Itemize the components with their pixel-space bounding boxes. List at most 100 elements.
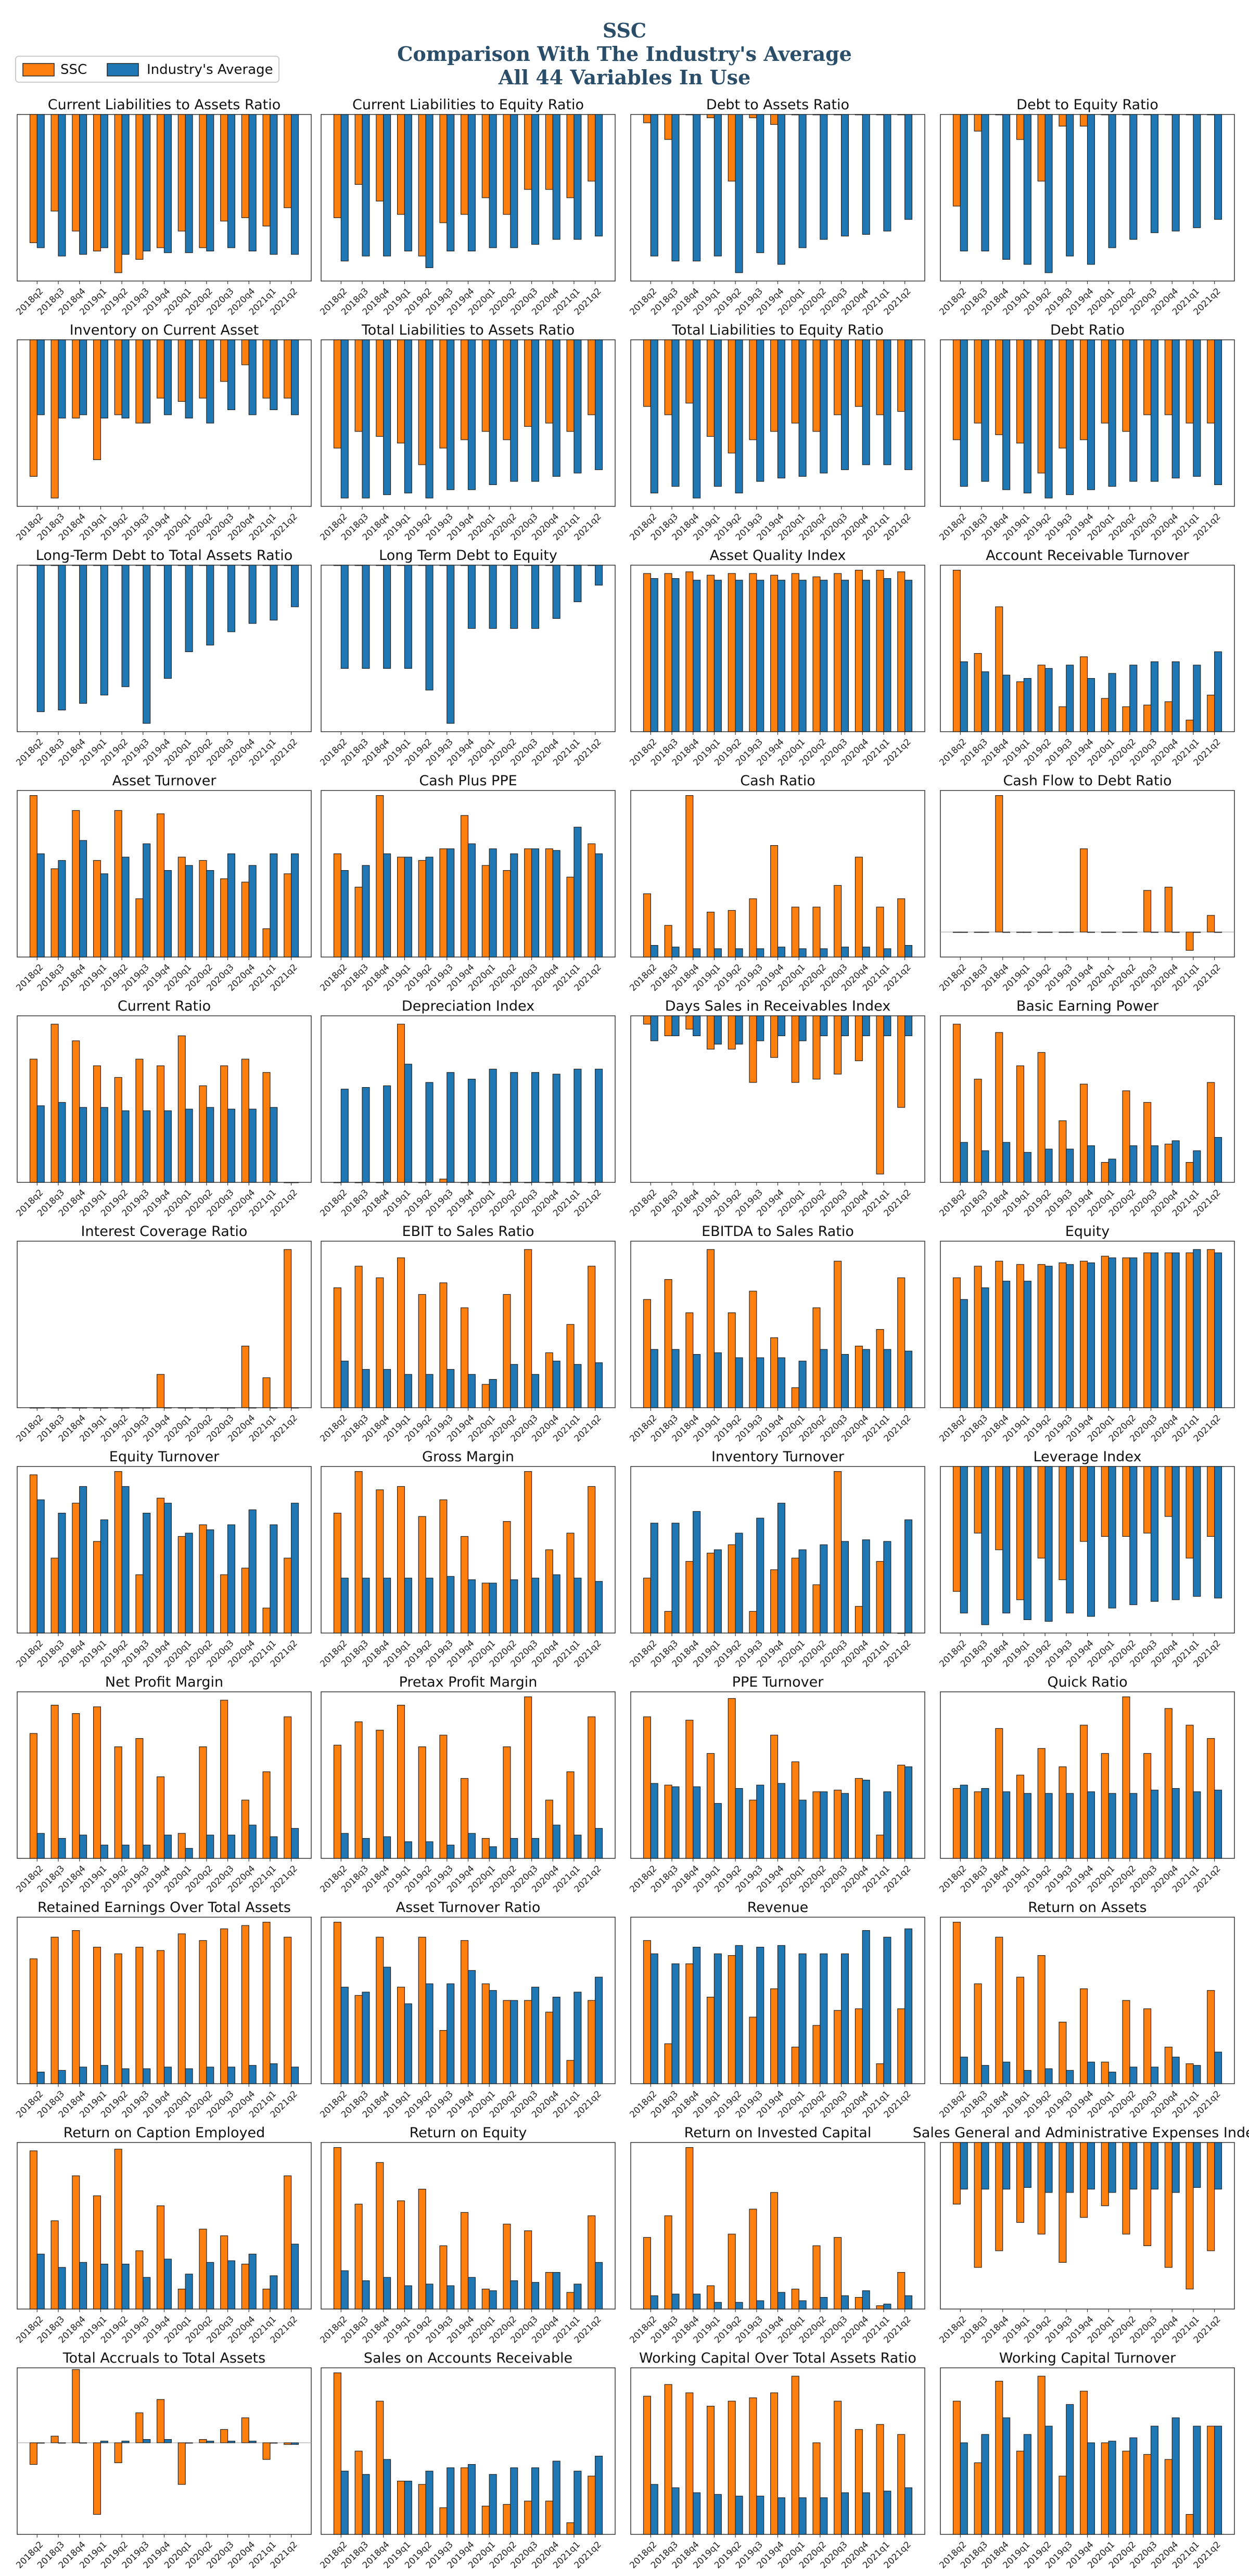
bar-ssc-2019q1: [706, 1249, 715, 1408]
bar-ssc-2018q4: [376, 1182, 384, 1183]
bar-industry-s-average-2018q3: [981, 1150, 989, 1183]
bar-ssc-2019q2: [728, 573, 736, 732]
bar-industry-s-average-2019q1: [404, 857, 412, 958]
bar-industry-s-average-2020q1: [1108, 2441, 1116, 2535]
bar-industry-s-average-2021q1: [1193, 339, 1201, 477]
bar-industry-s-average-2018q2: [36, 853, 45, 958]
bar-industry-s-average-2019q4: [467, 1970, 476, 2084]
bar-ssc-2019q2: [114, 2149, 122, 2310]
bar-industry-s-average-2019q2: [425, 1374, 434, 1408]
bar-industry-s-average-2021q2: [291, 565, 299, 607]
bar-ssc-2019q1: [1016, 1775, 1025, 1859]
bar-industry-s-average-2018q3: [981, 114, 989, 251]
bar-ssc-2020q2: [1122, 1466, 1130, 1537]
bar-ssc-2019q4: [770, 2392, 779, 2535]
bar-ssc-2020q1: [177, 1933, 186, 2084]
bar-industry-s-average-2020q1: [185, 339, 193, 418]
chart-title: Total Liabilities to Equity Ratio: [671, 322, 884, 338]
bar-industry-s-average-2020q1: [1108, 1257, 1116, 1408]
bar-ssc-2018q4: [685, 114, 694, 116]
bar-ssc-2020q4: [1164, 701, 1172, 732]
bar-ssc-2019q2: [1037, 1466, 1046, 1559]
bar-industry-s-average-2018q2: [36, 2253, 45, 2310]
bar-ssc-2020q4: [855, 1015, 863, 1062]
bar-industry-s-average-2021q2: [904, 1766, 913, 1859]
bar-ssc-2020q1: [1101, 2442, 1109, 2535]
bar-industry-s-average-2020q2: [820, 1953, 828, 2084]
bar-industry-s-average-2019q3: [143, 2068, 151, 2084]
bar-ssc-2020q3: [834, 114, 842, 116]
bar-ssc-2019q4: [461, 1307, 469, 1408]
bar-industry-s-average-2018q3: [671, 947, 680, 958]
bar-industry-s-average-2020q4: [862, 1930, 870, 2084]
bar-ssc-2021q1: [566, 2522, 575, 2535]
chart-title: PPE Turnover: [732, 1674, 824, 1690]
bar-ssc-2021q1: [262, 1771, 271, 1859]
bar-industry-s-average-2019q1: [1023, 339, 1031, 493]
bar-ssc-2021q2: [1207, 694, 1215, 732]
bar-ssc-2019q4: [157, 813, 165, 958]
bar-ssc-2019q3: [1059, 2022, 1067, 2084]
bar-ssc-2019q2: [418, 2189, 426, 2310]
bar-industry-s-average-2020q4: [552, 1074, 560, 1183]
bar-industry-s-average-2018q2: [960, 1784, 968, 1859]
bar-industry-s-average-2018q3: [362, 865, 370, 958]
bar-ssc-2019q4: [1080, 1988, 1088, 2084]
bar-ssc-2019q1: [706, 114, 715, 119]
bar-ssc-2020q4: [545, 1800, 553, 1859]
bar-industry-s-average-2020q2: [206, 2262, 214, 2310]
bar-industry-s-average-2019q1: [1023, 114, 1031, 265]
bar-industry-s-average-2020q4: [248, 2441, 257, 2443]
bar-ssc-2018q4: [995, 1260, 1003, 1408]
bar-industry-s-average-2018q3: [671, 1523, 680, 1634]
bar-industry-s-average-2020q3: [531, 1838, 540, 1859]
bar-ssc-2019q2: [728, 910, 736, 958]
bar-industry-s-average-2021q2: [904, 2487, 913, 2535]
bar-industry-s-average-2019q3: [143, 565, 151, 724]
bar-ssc-2019q3: [135, 1059, 144, 1183]
bar-industry-s-average-2018q4: [1002, 1466, 1011, 1614]
bar-ssc-2020q1: [791, 2047, 799, 2084]
bar-ssc-2020q3: [524, 339, 532, 427]
bar-industry-s-average-2020q4: [552, 114, 560, 240]
bar-industry-s-average-2018q2: [340, 565, 349, 669]
bar-ssc-2020q3: [220, 2429, 228, 2443]
bar-ssc-2019q3: [1059, 339, 1067, 449]
bar-ssc-2020q2: [503, 1182, 511, 1183]
bar-ssc-2021q1: [262, 1072, 271, 1183]
bar-industry-s-average-2020q1: [489, 2474, 497, 2535]
bar-industry-s-average-2020q1: [798, 1953, 807, 2084]
bar-industry-s-average-2021q2: [595, 565, 603, 586]
bar-ssc-2018q2: [333, 853, 341, 958]
bar-industry-s-average-2020q2: [1129, 932, 1138, 933]
bar-industry-s-average-2021q1: [883, 948, 891, 958]
bar-ssc-2020q2: [199, 1746, 207, 1859]
bar-ssc-2018q4: [376, 2162, 384, 2310]
bar-ssc-2018q2: [333, 2147, 341, 2310]
chart-panel-current-liabilities-to-assets-ratio: Current Liabilities to Assets Ratio2018q…: [14, 97, 312, 317]
bar-ssc-2019q1: [1016, 2142, 1025, 2223]
chart-title: Sales General and Administrative Expense…: [913, 2125, 1249, 2141]
chart-title: Inventory on Current Asset: [70, 322, 259, 338]
bar-industry-s-average-2020q4: [1171, 932, 1180, 933]
bar-ssc-2021q1: [1186, 2142, 1194, 2290]
bar-ssc-2021q1: [262, 2442, 271, 2460]
bar-ssc-2018q3: [974, 2142, 982, 2268]
bar-industry-s-average-2018q3: [981, 1788, 989, 1859]
bar-ssc-2018q3: [974, 1791, 982, 1859]
bar-ssc-2020q4: [241, 114, 249, 218]
bar-industry-s-average-2018q2: [650, 339, 658, 493]
bar-ssc-2018q2: [643, 2237, 651, 2310]
bar-ssc-2019q3: [439, 2245, 448, 2310]
bar-industry-s-average-2018q3: [981, 339, 989, 482]
bar-industry-s-average-2020q2: [1129, 1257, 1138, 1408]
bar-industry-s-average-2020q2: [206, 1834, 214, 1859]
bar-industry-s-average-2020q1: [185, 2068, 193, 2084]
bar-industry-s-average-2019q2: [121, 1844, 130, 1859]
bar-ssc-2020q3: [834, 885, 842, 958]
chart-panel-cash-plus-ppe: Cash Plus PPE2018q22018q32018q42019q1201…: [318, 773, 616, 993]
bar-industry-s-average-2020q1: [798, 1549, 807, 1634]
bar-ssc-2019q1: [93, 1541, 101, 1634]
bar-ssc-2021q1: [1186, 2514, 1194, 2535]
